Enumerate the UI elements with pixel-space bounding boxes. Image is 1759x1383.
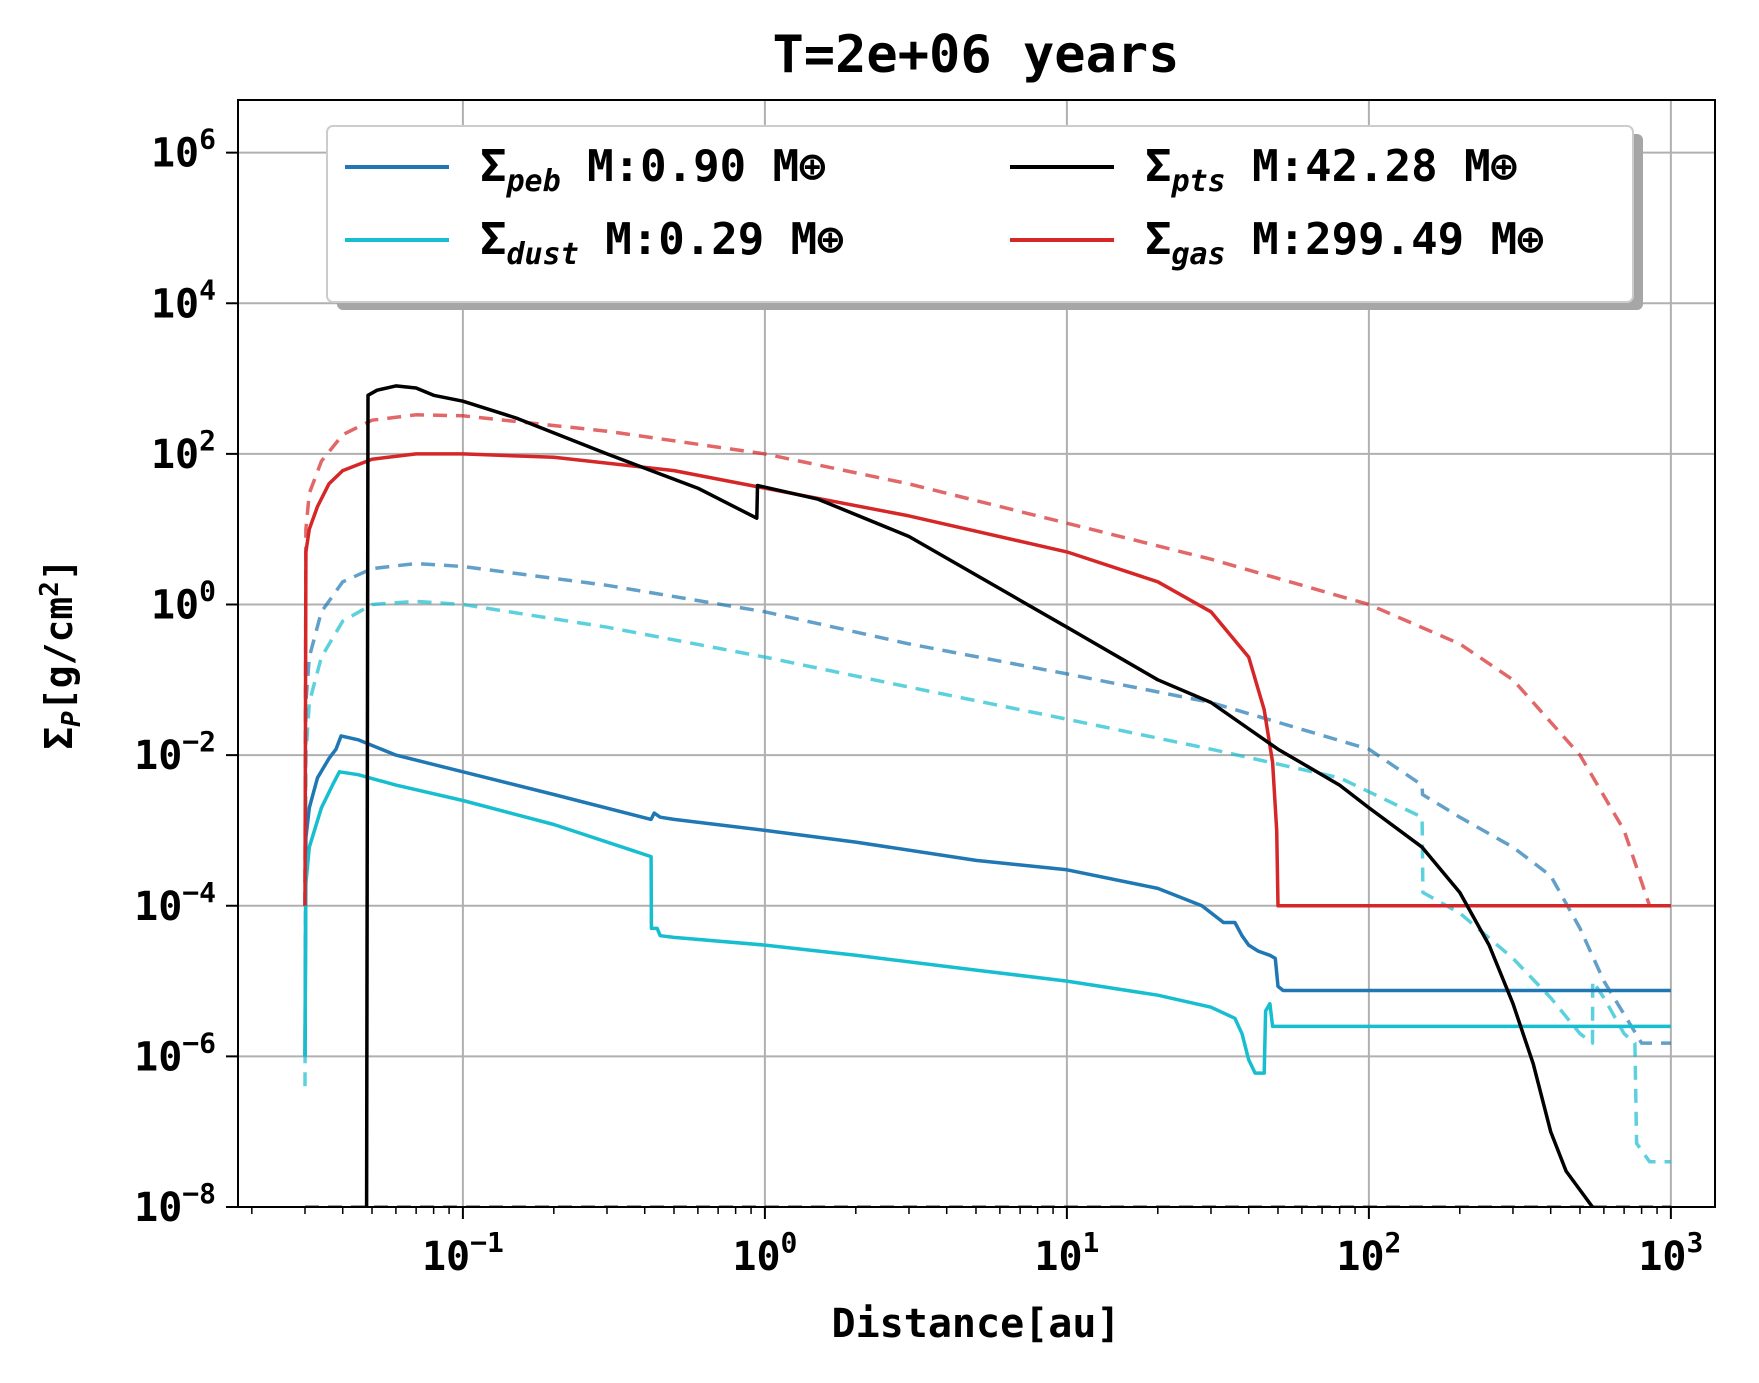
legend-label: Σpts M:42.28 M⊕: [1145, 141, 1518, 199]
series-line-0: [303, 734, 1671, 1057]
legend-label: Σdust M:0.29 M⊕: [480, 214, 844, 272]
y-axis-label-symbol: Σ: [37, 727, 81, 750]
legend-box: [326, 125, 1634, 303]
plot-area: [303, 384, 1671, 1207]
x-tick-label: 102: [1336, 1226, 1401, 1280]
y-axis-label-sub: P: [57, 711, 87, 727]
y-tick-label: 10−4: [134, 876, 216, 930]
legend-label: Σgas M:299.49 M⊕: [1145, 214, 1544, 272]
y-tick-label: 104: [151, 273, 216, 327]
chart-title: T=2e+06 years: [773, 25, 1180, 85]
x-tick-label: 100: [732, 1226, 797, 1280]
y-axis-label-exp: 2: [35, 581, 65, 597]
y-tick-label: 102: [151, 424, 216, 478]
series-line-1: [303, 770, 1671, 1075]
x-tick-label: 103: [1638, 1226, 1703, 1280]
x-tick-label: 101: [1034, 1226, 1099, 1280]
series-line-5: [303, 561, 1671, 1045]
y-axis-label: ΣP[g/cm2]: [35, 558, 87, 749]
x-tick-label: 10−1: [422, 1226, 504, 1280]
legend-label: Σpeb M:0.90 M⊕: [480, 141, 826, 199]
y-tick-label: 10−6: [134, 1026, 216, 1080]
y-axis-label-close: ]: [37, 558, 81, 581]
x-axis-label: Distance[au]: [832, 1301, 1121, 1347]
series-line-6: [303, 599, 1671, 1164]
y-tick-label: 10−8: [134, 1177, 216, 1231]
series-line-3: [303, 452, 1671, 908]
axis-ticks: 10−1 100 101 102 103 10−8 10−6 10−4 10−2 100 102 10…: [134, 123, 1703, 1280]
y-axis-label-unit: [g/cm: [37, 597, 81, 711]
series-line-4: [303, 413, 1671, 908]
legend: Σpeb M:0.90 M⊕ Σdust M:0.29 M⊕ Σpts M:42.2…: [326, 125, 1643, 310]
y-tick-label: 10−2: [134, 725, 216, 779]
y-tick-label: 106: [151, 123, 216, 177]
y-tick-label: 100: [151, 575, 216, 629]
series-line-2: [364, 384, 1594, 1207]
